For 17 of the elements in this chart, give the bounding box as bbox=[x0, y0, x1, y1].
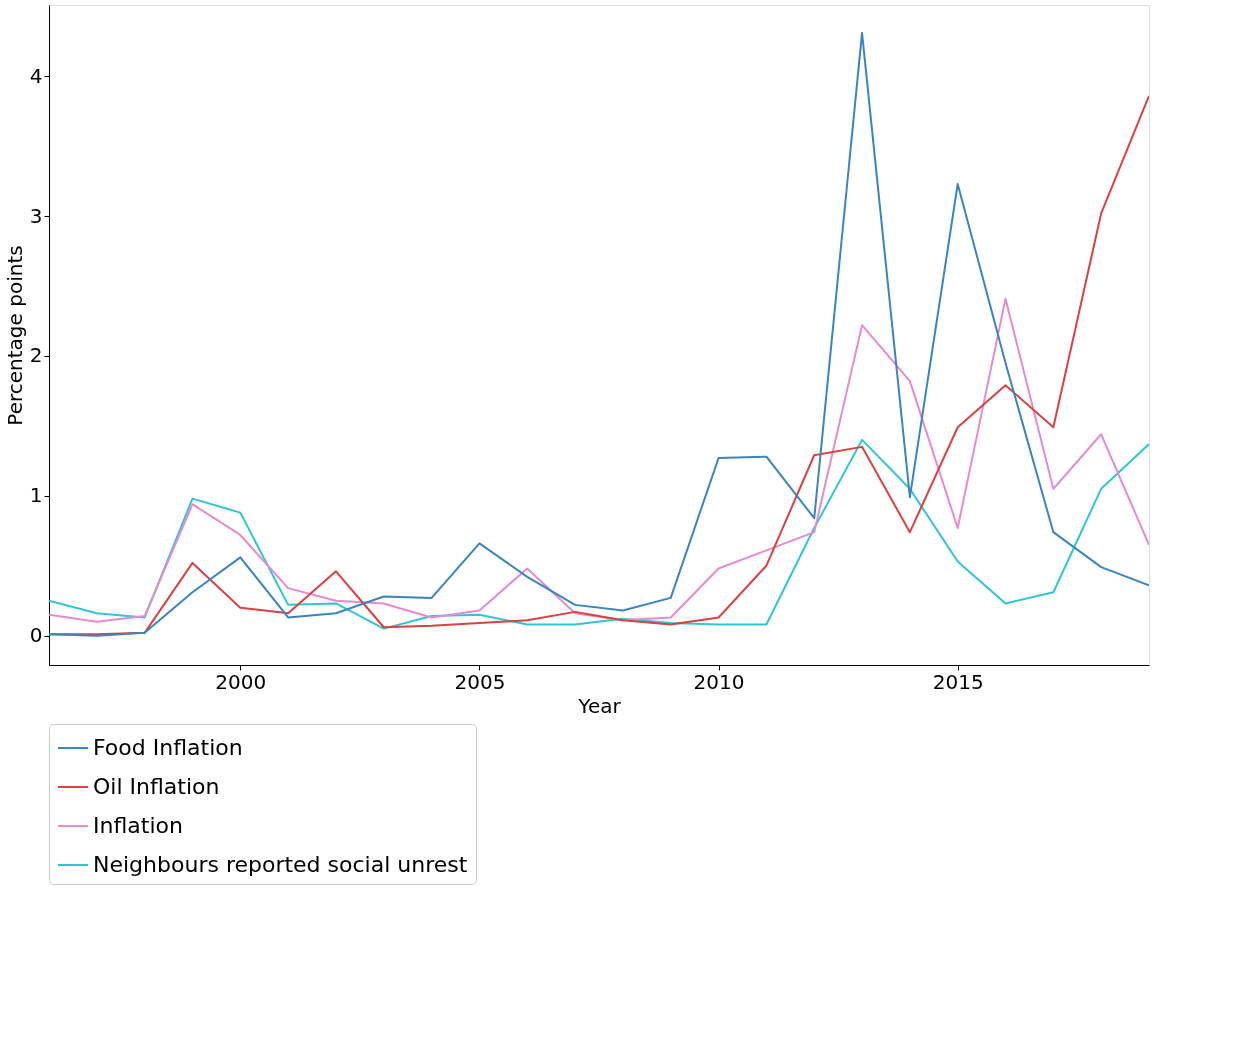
y-tick-label: 3 bbox=[29, 203, 43, 228]
x-tick-label: 2010 bbox=[693, 669, 745, 694]
x-tick-label: 2000 bbox=[215, 669, 267, 694]
x-tick-label: 2005 bbox=[454, 669, 506, 694]
x-tick-label: 2015 bbox=[932, 669, 984, 694]
y-tick-label: 4 bbox=[29, 63, 43, 88]
legend-label: Inflation bbox=[93, 813, 183, 838]
line-series bbox=[49, 438, 1149, 630]
y-axis-title: Percentage points bbox=[2, 245, 27, 426]
legend-label: Oil Inflation bbox=[93, 774, 220, 799]
legend-label: Neighbours reported social unrest bbox=[93, 852, 468, 877]
x-axis-title: Year bbox=[577, 693, 622, 718]
y-tick-label: 1 bbox=[29, 483, 43, 508]
legend-label: Food Inflation bbox=[93, 735, 243, 760]
y-tick-label: 0 bbox=[29, 623, 43, 648]
line-series bbox=[49, 297, 1149, 623]
y-tick-label: 2 bbox=[29, 343, 43, 368]
